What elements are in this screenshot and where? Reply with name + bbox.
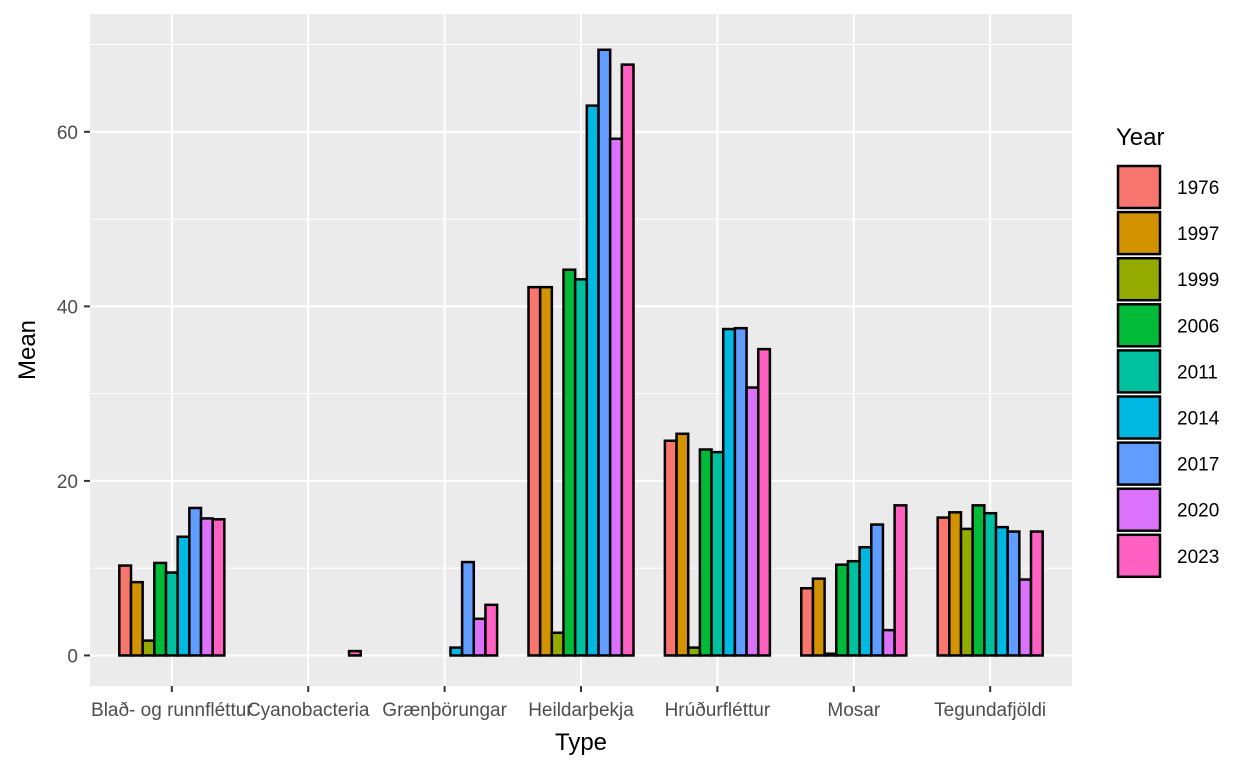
y-tick-label: 40: [57, 297, 78, 318]
bar: [573, 278, 589, 657]
legend-label: 2017: [1177, 455, 1219, 476]
bar: [971, 504, 986, 657]
bar: [948, 511, 963, 657]
legend-label: 2020: [1177, 501, 1219, 522]
bar: [698, 448, 713, 657]
bar: [756, 347, 772, 657]
bar: [211, 518, 226, 657]
bar: [620, 63, 635, 657]
legend: Year 1976 1997 1999 2006 2011 2014 2017 2020 202…: [1116, 124, 1220, 579]
legend-key: [1116, 395, 1162, 440]
bar: [199, 517, 214, 657]
x-tick-label: Grænþörungar: [382, 700, 507, 721]
bar: [686, 646, 702, 657]
legend-key: [1116, 303, 1162, 348]
legend-label: 2011: [1177, 362, 1218, 383]
bar: [585, 104, 600, 657]
bar: [823, 652, 838, 657]
bar: [721, 327, 737, 657]
bar: [1029, 530, 1044, 657]
y-axis: 0 20 40 60: [57, 123, 90, 667]
bar: [1006, 530, 1021, 657]
x-tick-label: Blað- og runnfléttur: [91, 700, 253, 721]
bar: [118, 564, 133, 657]
legend-key: [1116, 487, 1162, 532]
bar: [597, 48, 612, 657]
bar: [176, 535, 191, 657]
bar: [527, 285, 542, 657]
bar: [733, 326, 748, 657]
y-tick-label: 0: [67, 646, 78, 667]
y-tick-label: 60: [57, 123, 78, 144]
x-tick-label: Heildarþekja: [528, 700, 634, 721]
bar: [663, 439, 678, 657]
bar: [472, 617, 487, 657]
bar: [800, 587, 815, 657]
bar: [188, 506, 203, 657]
bar: [1018, 578, 1033, 657]
bar: [811, 577, 826, 657]
bar: [141, 639, 156, 657]
bar: [881, 628, 896, 657]
bar: [608, 137, 624, 657]
legend-label: 2023: [1177, 547, 1219, 568]
bar: [164, 571, 179, 657]
bar: [460, 560, 476, 657]
bar: [449, 646, 464, 657]
bars: [118, 48, 1044, 657]
bar: [994, 525, 1009, 657]
y-axis-title: Mean: [14, 320, 41, 380]
legend-key: [1116, 210, 1162, 256]
bar: [129, 580, 144, 657]
bar: [153, 561, 168, 657]
legend-key: [1116, 349, 1162, 394]
legend-label: 1997: [1177, 224, 1219, 245]
legend-key: [1116, 256, 1162, 302]
legend-label: 1999: [1177, 270, 1219, 291]
bar: [835, 563, 850, 657]
x-tick-label: Hrúðurfléttur: [665, 700, 771, 721]
bar: [347, 649, 362, 657]
legend-key: [1116, 533, 1162, 579]
bar: [675, 432, 690, 657]
x-axis-title: Type: [555, 729, 607, 756]
bar: [846, 559, 861, 657]
bar: [893, 504, 908, 657]
bar: [538, 285, 554, 657]
bar: [858, 545, 873, 657]
legend-label: 2014: [1177, 409, 1220, 430]
x-tick-label: Cyanobacteria: [247, 700, 370, 721]
legend-label: 2006: [1177, 316, 1219, 337]
grid-lines: [90, 14, 1072, 686]
bar: [484, 603, 499, 657]
bar: [550, 631, 565, 657]
legend-label: 1976: [1177, 178, 1219, 199]
bar: [936, 516, 951, 657]
bar: [745, 386, 760, 657]
bar: [562, 268, 577, 657]
bar: [710, 450, 725, 657]
bar: [983, 511, 998, 657]
legend-title: Year: [1116, 124, 1165, 151]
bar: [870, 523, 885, 657]
x-tick-label: Tegundafjöldi: [934, 700, 1046, 721]
y-tick-label: 20: [57, 472, 78, 493]
legend-key: [1116, 441, 1162, 486]
x-tick-label: Mosar: [827, 700, 880, 721]
legend-key: [1116, 164, 1162, 210]
bar: [959, 527, 974, 657]
